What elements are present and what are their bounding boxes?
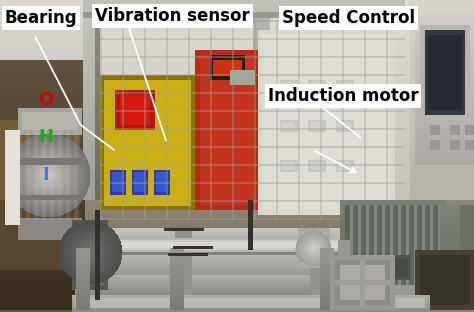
Text: I: I <box>43 166 49 184</box>
Text: Induction motor: Induction motor <box>268 87 419 105</box>
Text: Vibration sensor: Vibration sensor <box>95 7 249 25</box>
Text: Bearing: Bearing <box>5 9 77 27</box>
Text: H: H <box>38 128 54 146</box>
Text: Speed Control: Speed Control <box>282 9 415 27</box>
Text: O: O <box>38 91 54 109</box>
